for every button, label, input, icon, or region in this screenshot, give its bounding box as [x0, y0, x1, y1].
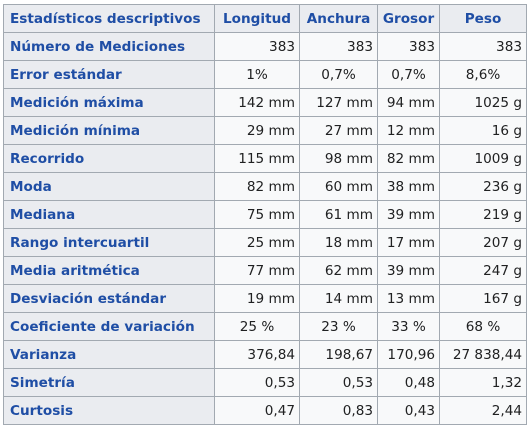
cell-anchura: 383 — [299, 32, 378, 61]
cell-grosor: 12 mm — [377, 116, 440, 145]
cell-anchura: 62 mm — [299, 256, 378, 285]
row-label: Desviación estándar — [3, 284, 215, 313]
cell-grosor: 82 mm — [377, 144, 440, 173]
cell-grosor: 38 mm — [377, 172, 440, 201]
cell-anchura: 18 mm — [299, 228, 378, 257]
column-header-anchura: Anchura — [299, 4, 378, 33]
row-label: Número de Mediciones — [3, 32, 215, 61]
cell-grosor: 39 mm — [377, 256, 440, 285]
cell-longitud: 115 mm — [214, 144, 300, 173]
cell-grosor: 0,43 — [377, 396, 440, 425]
cell-peso: 207 g — [439, 228, 527, 257]
cell-longitud: 1% — [214, 60, 300, 89]
cell-peso: 1025 g — [439, 88, 527, 117]
table-row: Medición máxima 142 mm 127 mm 94 mm 1025 g — [3, 88, 527, 117]
cell-anchura: 127 mm — [299, 88, 378, 117]
cell-peso: 219 g — [439, 200, 527, 229]
cell-longitud: 19 mm — [214, 284, 300, 313]
cell-grosor: 17 mm — [377, 228, 440, 257]
header-row: Estadísticos descriptivos Longitud Anchu… — [3, 4, 527, 33]
table-row: Número de Mediciones 383 383 383 383 — [3, 32, 527, 61]
cell-peso: 2,44 — [439, 396, 527, 425]
cell-grosor: 383 — [377, 32, 440, 61]
cell-longitud: 0,53 — [214, 368, 300, 397]
row-label: Media aritmética — [3, 256, 215, 285]
cell-anchura: 27 mm — [299, 116, 378, 145]
row-label: Mediana — [3, 200, 215, 229]
table-row: Rango intercuartil 25 mm 18 mm 17 mm 207 g — [3, 228, 527, 257]
cell-longitud: 29 mm — [214, 116, 300, 145]
table-row: Medición mínima 29 mm 27 mm 12 mm 16 g — [3, 116, 527, 145]
cell-longitud: 77 mm — [214, 256, 300, 285]
table-row: Simetría 0,53 0,53 0,48 1,32 — [3, 368, 527, 397]
cell-longitud: 142 mm — [214, 88, 300, 117]
row-label: Rango intercuartil — [3, 228, 215, 257]
cell-grosor: 33 % — [377, 312, 440, 341]
row-label: Medición mínima — [3, 116, 215, 145]
row-label: Error estándar — [3, 60, 215, 89]
cell-longitud: 25 % — [214, 312, 300, 341]
cell-peso: 16 g — [439, 116, 527, 145]
cell-peso: 68 % — [439, 312, 527, 341]
cell-anchura: 0,53 — [299, 368, 378, 397]
table-row: Varianza 376,84 198,67 170,96 27 838,44 — [3, 340, 527, 369]
cell-longitud: 75 mm — [214, 200, 300, 229]
table-row: Mediana 75 mm 61 mm 39 mm 219 g — [3, 200, 527, 229]
row-label: Coeficiente de variación — [3, 312, 215, 341]
cell-anchura: 23 % — [299, 312, 378, 341]
cell-anchura: 60 mm — [299, 172, 378, 201]
row-label: Varianza — [3, 340, 215, 369]
cell-anchura: 14 mm — [299, 284, 378, 313]
cell-grosor: 170,96 — [377, 340, 440, 369]
cell-peso: 236 g — [439, 172, 527, 201]
column-header-grosor: Grosor — [377, 4, 440, 33]
cell-longitud: 0,47 — [214, 396, 300, 425]
cell-peso: 1009 g — [439, 144, 527, 173]
cell-peso: 27 838,44 — [439, 340, 527, 369]
table-row: Recorrido 115 mm 98 mm 82 mm 1009 g — [3, 144, 527, 173]
cell-grosor: 13 mm — [377, 284, 440, 313]
cell-peso: 167 g — [439, 284, 527, 313]
cell-peso: 247 g — [439, 256, 527, 285]
table-row: Media aritmética 77 mm 62 mm 39 mm 247 g — [3, 256, 527, 285]
row-label: Medición máxima — [3, 88, 215, 117]
cell-anchura: 61 mm — [299, 200, 378, 229]
cell-peso: 383 — [439, 32, 527, 61]
cell-longitud: 376,84 — [214, 340, 300, 369]
row-label: Moda — [3, 172, 215, 201]
cell-grosor: 0,48 — [377, 368, 440, 397]
row-label: Curtosis — [3, 396, 215, 425]
table-row: Desviación estándar 19 mm 14 mm 13 mm 167 g — [3, 284, 527, 313]
cell-peso: 8,6% — [439, 60, 527, 89]
cell-anchura: 198,67 — [299, 340, 378, 369]
cell-grosor: 0,7% — [377, 60, 440, 89]
table-row: Moda 82 mm 60 mm 38 mm 236 g — [3, 172, 527, 201]
cell-longitud: 383 — [214, 32, 300, 61]
cell-longitud: 25 mm — [214, 228, 300, 257]
table-row: Curtosis 0,47 0,83 0,43 2,44 — [3, 396, 527, 425]
cell-anchura: 0,83 — [299, 396, 378, 425]
corner-header: Estadísticos descriptivos — [3, 4, 215, 33]
column-header-peso: Peso — [439, 4, 527, 33]
cell-longitud: 82 mm — [214, 172, 300, 201]
table-row: Error estándar 1% 0,7% 0,7% 8,6% — [3, 60, 527, 89]
row-label: Simetría — [3, 368, 215, 397]
table-row: Coeficiente de variación 25 % 23 % 33 % 68 % — [3, 312, 527, 341]
cell-grosor: 39 mm — [377, 200, 440, 229]
cell-grosor: 94 mm — [377, 88, 440, 117]
cell-anchura: 98 mm — [299, 144, 378, 173]
cell-anchura: 0,7% — [299, 60, 378, 89]
column-header-longitud: Longitud — [214, 4, 300, 33]
row-label: Recorrido — [3, 144, 215, 173]
cell-peso: 1,32 — [439, 368, 527, 397]
descriptive-statistics-table: Estadísticos descriptivos Longitud Anchu… — [3, 4, 527, 425]
